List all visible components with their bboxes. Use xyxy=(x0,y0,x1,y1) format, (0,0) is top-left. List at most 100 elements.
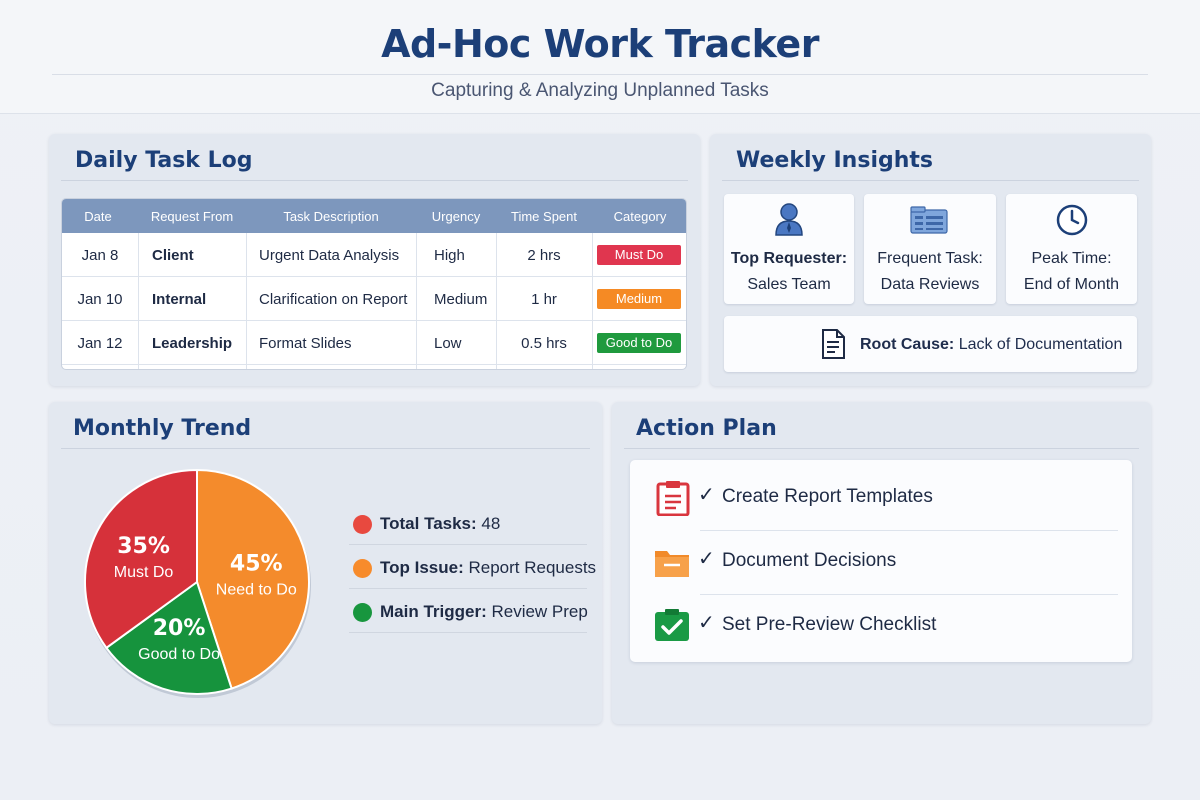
weekly-insights-title: Weekly Insights xyxy=(736,148,934,173)
insight-label: Frequent Task: xyxy=(877,250,983,267)
action-label: Document Decisions xyxy=(722,550,897,571)
check-icon: ✓ xyxy=(698,484,715,506)
daily-task-log-panel: Daily Task Log Date Request From Task De… xyxy=(49,134,700,386)
monthly-trend-title: Monthly Trend xyxy=(73,416,252,441)
insight-card-top-requester[interactable]: Top Requester: Sales Team xyxy=(724,194,854,304)
clipboard-icon xyxy=(656,481,690,516)
category-badge: Must Do xyxy=(597,245,681,265)
root-cause-text: Root Cause: Lack of Documentation xyxy=(860,336,1122,354)
clock-icon xyxy=(1056,204,1088,236)
column-divider xyxy=(496,233,497,369)
legend-divider xyxy=(349,544,587,545)
cell-time-spent: 2 hrs xyxy=(527,247,561,264)
legend-value: Review Prep xyxy=(491,602,588,621)
pie-category-label: Need to Do xyxy=(216,582,297,599)
data-table-icon xyxy=(910,206,948,234)
column-header-urgency[interactable]: Urgency xyxy=(431,209,481,224)
table-header: Date Request From Task Description Urgen… xyxy=(62,199,686,233)
action-divider xyxy=(700,530,1118,531)
legend-dot xyxy=(353,559,372,578)
action-item[interactable]: ✓ Document Decisions xyxy=(630,530,1132,594)
column-divider xyxy=(416,233,417,369)
legend-label: Total Tasks: xyxy=(380,514,477,533)
check-icon: ✓ xyxy=(698,548,715,570)
legend-divider xyxy=(349,588,587,589)
cell-task-description: Clarification on Report xyxy=(259,291,408,308)
category-badge: Medium xyxy=(597,289,681,309)
cell-urgency: Low xyxy=(434,335,462,352)
action-list: ✓ Create Report Templates ✓ Document Dec… xyxy=(630,460,1132,662)
cell-request-from: Leadership xyxy=(152,335,233,352)
column-divider xyxy=(246,233,247,369)
insight-card-frequent-task[interactable]: Frequent Task: Data Reviews xyxy=(864,194,996,304)
column-divider xyxy=(138,233,139,369)
cell-time-spent: 0.5 hrs xyxy=(521,335,567,352)
cell-urgency: High xyxy=(434,247,465,264)
legend-label: Top Issue: xyxy=(380,558,464,577)
table-row[interactable]: Jan 8 Client Urgent Data Analysis High 2… xyxy=(62,233,686,277)
legend-text: Total Tasks: 48 xyxy=(380,514,500,534)
legend-value: Report Requests xyxy=(468,558,597,577)
root-cause-card[interactable]: Root Cause: Lack of Documentation xyxy=(724,316,1137,372)
check-icon: ✓ xyxy=(698,612,715,634)
category-pie-chart: 45% Need to Do 20% Good to Do 35% Must Do xyxy=(84,468,311,698)
title-divider xyxy=(52,74,1148,75)
column-header-time-spent[interactable]: Time Spent xyxy=(511,209,577,224)
user-icon xyxy=(775,203,803,236)
insight-value: Data Reviews xyxy=(880,276,980,293)
insight-label: Top Requester: xyxy=(730,250,848,267)
insight-label: Peak Time: xyxy=(1031,250,1112,267)
pie-slice-need-to-do[interactable] xyxy=(196,468,310,690)
column-divider xyxy=(592,233,593,369)
pie-percent-label: 35% xyxy=(117,534,170,559)
cell-date: Jan 12 xyxy=(77,335,123,352)
legend-value: 48 xyxy=(481,514,501,533)
cell-date: Jan 8 xyxy=(81,247,119,264)
category-badge: Good to Do xyxy=(597,333,681,353)
document-icon xyxy=(822,329,845,359)
legend-label: Main Trigger: xyxy=(380,602,487,621)
cell-time-spent: 1 hr xyxy=(531,291,557,308)
monthly-trend-panel: Monthly Trend 45% Need to Do 20% Good to Do… xyxy=(49,402,602,724)
folder-icon xyxy=(655,551,689,577)
pie-category-label: Good to Do xyxy=(138,646,220,663)
daily-task-log-title: Daily Task Log xyxy=(75,148,253,173)
cell-date: Jan 10 xyxy=(77,291,123,308)
cell-request-from: Client xyxy=(152,247,194,264)
column-header-date[interactable]: Date xyxy=(84,209,112,224)
legend-divider xyxy=(349,632,587,633)
pie-percent-label: 20% xyxy=(153,616,206,641)
cell-urgency: Medium xyxy=(434,291,488,308)
legend-dot xyxy=(353,603,372,622)
pie-slice-must-do[interactable] xyxy=(84,468,198,650)
cell-task-description: Urgent Data Analysis xyxy=(259,247,400,264)
insight-card-peak-time[interactable]: Peak Time: End of Month xyxy=(1006,194,1137,304)
column-header-category[interactable]: Category xyxy=(613,209,667,224)
legend-text: Top Issue: Report Requests xyxy=(380,558,596,578)
action-plan-title: Action Plan xyxy=(636,416,777,441)
panel-divider xyxy=(624,448,1139,449)
table-row[interactable]: Jan 12 Leadership Format Slides Low 0.5 … xyxy=(62,321,686,365)
column-header-task-description[interactable]: Task Description xyxy=(283,209,379,224)
action-label: Set Pre-Review Checklist xyxy=(722,614,937,635)
table-row[interactable]: Jan 10 Internal Clarification on Report … xyxy=(62,277,686,321)
action-item[interactable]: ✓ Create Report Templates xyxy=(630,466,1132,530)
action-plan-panel: Action Plan ✓ Create Report Templates ✓ … xyxy=(612,402,1151,724)
insight-value: Sales Team xyxy=(747,276,831,293)
task-table: Date Request From Task Description Urgen… xyxy=(61,198,687,370)
pie-percent-label: 45% xyxy=(230,552,283,577)
pie-slice-good-to-do[interactable] xyxy=(104,580,233,695)
page-subtitle: Capturing & Analyzing Unplanned Tasks xyxy=(431,80,769,101)
legend-dot xyxy=(353,515,372,534)
action-item[interactable]: ✓ Set Pre-Review Checklist xyxy=(630,594,1132,658)
panel-divider xyxy=(61,180,688,181)
cell-task-description: Format Slides xyxy=(259,335,352,352)
root-cause-value: Lack of Documentation xyxy=(958,336,1123,353)
action-label: Create Report Templates xyxy=(722,486,933,507)
panel-divider xyxy=(722,180,1139,181)
page-title: Ad-Hoc Work Tracker xyxy=(381,22,819,66)
column-header-request-from[interactable]: Request From xyxy=(150,209,234,224)
action-divider xyxy=(700,594,1118,595)
pie-category-label: Must Do xyxy=(114,564,174,581)
cell-request-from: Internal xyxy=(152,291,207,308)
